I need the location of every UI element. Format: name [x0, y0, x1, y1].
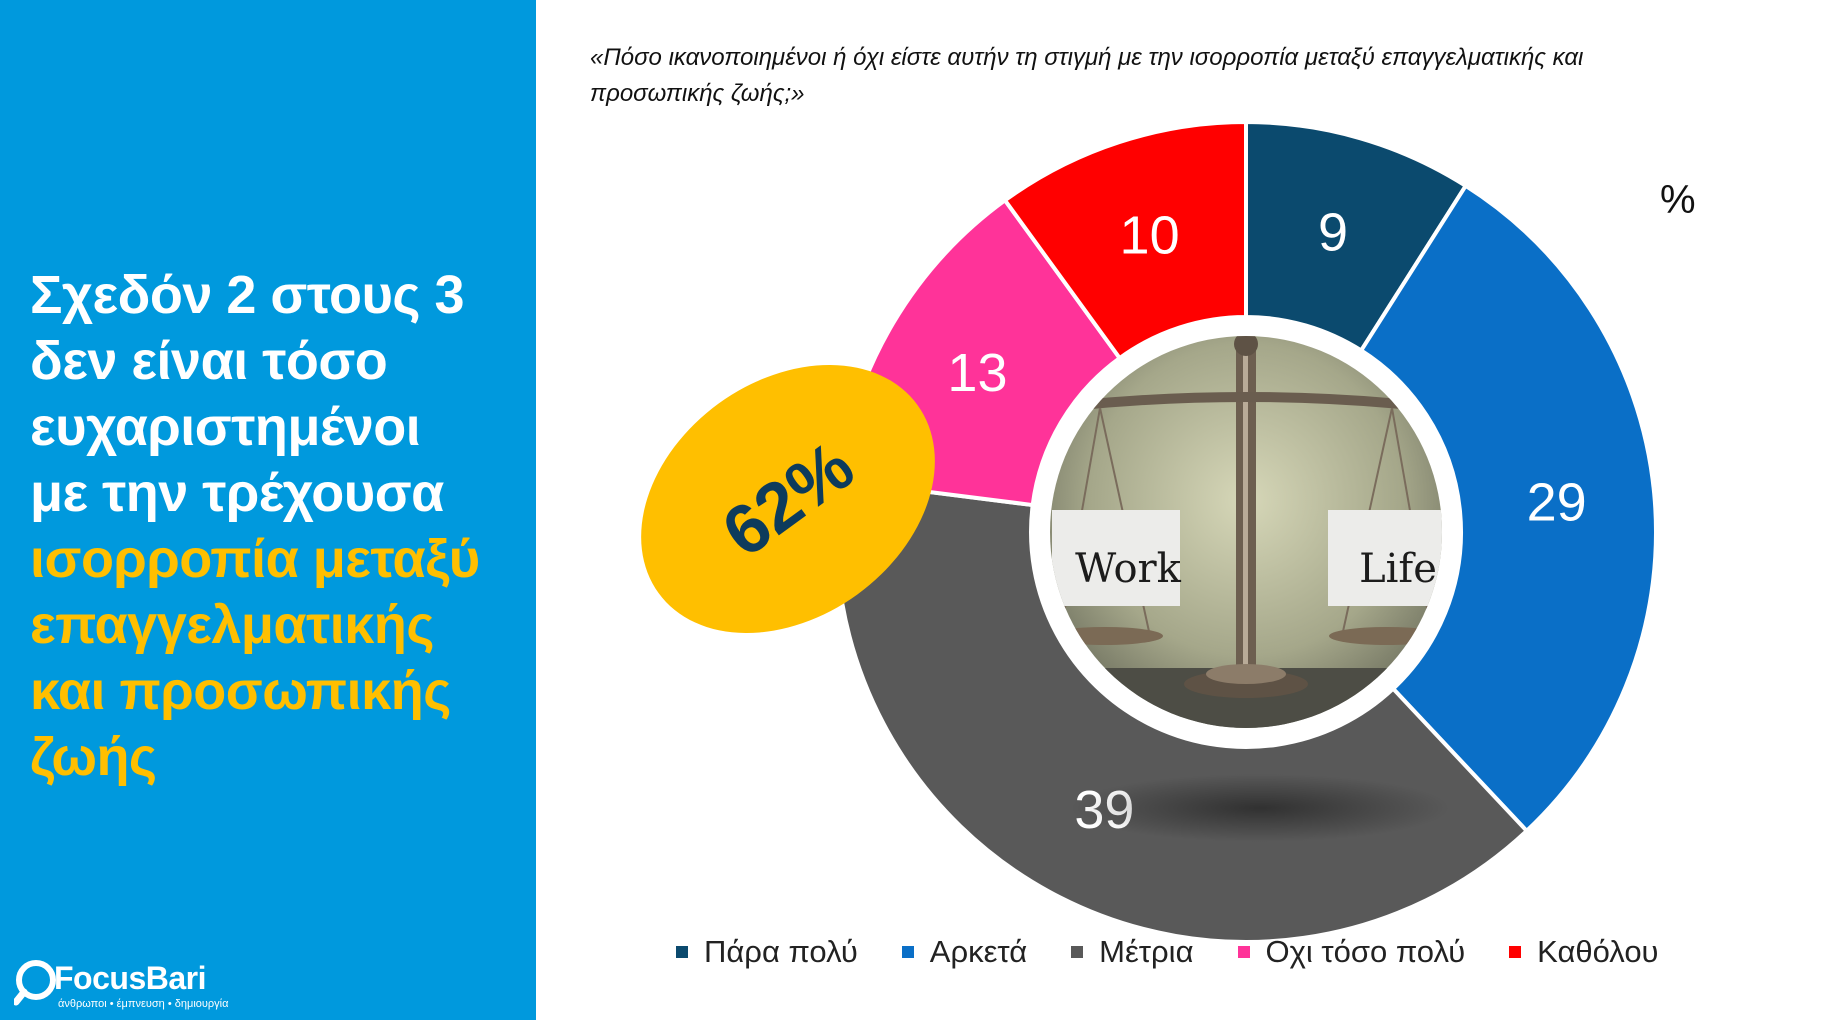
- slice-value-label: 9: [1318, 202, 1348, 262]
- legend-label: Μέτρια: [1099, 934, 1194, 969]
- headline-line-highlight: επαγγελματικής: [30, 595, 434, 655]
- life-sign-label: Life: [1359, 546, 1437, 592]
- legend-item: Μέτρια: [1071, 934, 1194, 970]
- donut-slice: [1002, 119, 1248, 361]
- donut-slice: [1358, 183, 1658, 834]
- slice-value-label: 29: [1527, 473, 1587, 533]
- highlight-badge: 62%: [641, 364, 935, 634]
- legend-label: Πάρα πολύ: [704, 934, 858, 969]
- legend-swatch: [901, 946, 914, 958]
- highlight-badge-shape: [641, 364, 935, 634]
- center-image: Work Life: [1046, 332, 1450, 842]
- legend-swatch: [676, 946, 688, 958]
- slice-value-label: 10: [1120, 205, 1180, 265]
- unit-label: %: [1660, 178, 1696, 222]
- legend-item: Πάρα πολύ: [676, 934, 858, 970]
- legend-item: Αρκετά: [901, 934, 1028, 970]
- headline-line: δεν είναι τόσο: [30, 331, 388, 391]
- headline-line: ευχαριστημένοι: [30, 397, 421, 457]
- legend-swatch: [1071, 946, 1084, 958]
- left-panel: Σχεδόν 2 στους 3 δεν είναι τόσο ευχαριστ…: [0, 0, 536, 1020]
- legend-swatch: [1509, 946, 1522, 958]
- work-sign-label: Work: [1075, 546, 1182, 592]
- headline-line-highlight: ισορροπία μεταξύ: [30, 529, 480, 589]
- logo-name: FocusBari: [54, 960, 206, 996]
- slice-value-label: 13: [947, 343, 1007, 403]
- center-image-shadow: [1070, 774, 1450, 842]
- headline-line-highlight: ζωής: [30, 727, 157, 787]
- donut-slices: [834, 119, 1658, 944]
- life-sign: [1328, 510, 1442, 606]
- headline-line-highlight: και προσωπικής: [30, 661, 451, 721]
- legend-item: Οχι τόσο πολύ: [1237, 934, 1466, 970]
- magnifier-logo-icon: [14, 960, 56, 1006]
- headline: Σχεδόν 2 στους 3 δεν είναι τόσο ευχαριστ…: [30, 262, 530, 790]
- legend-swatch: [1237, 946, 1250, 958]
- legend: Πάρα πολύ Αρκετά Μέτρια Οχι τόσο πολύ Καθόλο…: [676, 934, 1659, 970]
- work-sign: [1052, 510, 1180, 606]
- legend-label: Οχι τόσο πολύ: [1265, 934, 1466, 969]
- legend-label: Καθόλου: [1537, 934, 1659, 969]
- logo-tagline: άνθρωποι • έμπνευση • δημιουργία: [58, 998, 229, 1010]
- legend-label: Αρκετά: [929, 934, 1028, 969]
- legend-item: Καθόλου: [1509, 934, 1659, 970]
- headline-line: Σχεδόν 2 στους 3: [30, 265, 465, 325]
- logo: FocusBari άνθρωποι • έμπνευση • δημιουργ…: [14, 958, 274, 1018]
- chart-title: «Πόσο ικανοποιημένοι ή όχι είστε αυτήν τ…: [590, 44, 1584, 107]
- headline-line: με την τρέχουσα: [30, 463, 444, 523]
